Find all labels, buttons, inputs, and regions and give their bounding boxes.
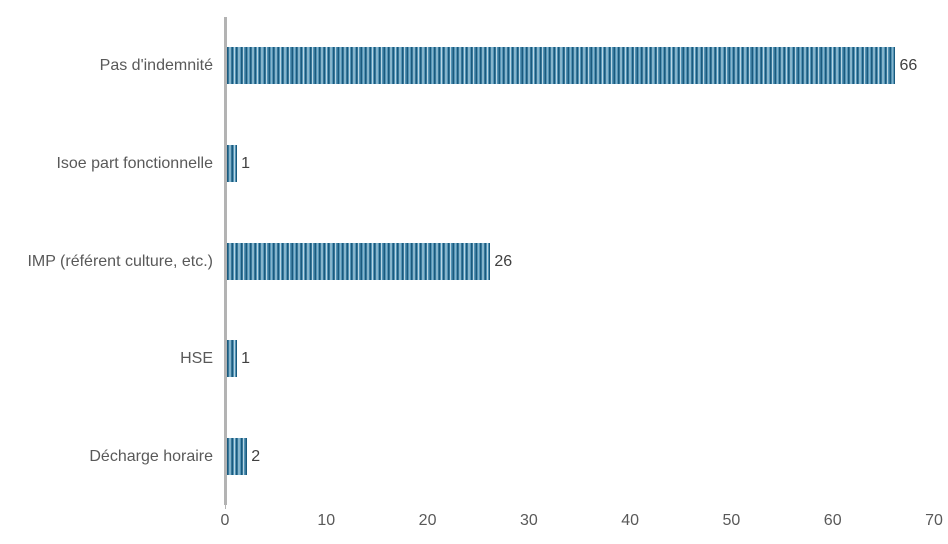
bar	[227, 144, 238, 182]
category-label: Pas d'indemnité	[99, 57, 213, 75]
bar-row: Décharge horaire 2	[0, 437, 948, 475]
category-label: IMP (référent culture, etc.)	[27, 252, 213, 270]
category-label: Isoe part fonctionnelle	[56, 154, 213, 172]
value-label: 66	[899, 57, 918, 75]
value-label: 2	[251, 447, 261, 465]
x-tick-label: 10	[317, 512, 336, 529]
bar-row: Pas d'indemnité 66	[0, 47, 948, 85]
x-tick-label: 30	[519, 512, 538, 529]
x-tick-label: 20	[418, 512, 437, 529]
x-tick-label: 70	[925, 512, 943, 529]
bar-row: Isoe part fonctionnelle 1	[0, 144, 948, 182]
bar	[227, 47, 896, 85]
category-label: HSE	[180, 350, 213, 368]
value-label: 26	[494, 252, 513, 270]
bar-row: HSE 1	[0, 340, 948, 378]
category-label: Décharge horaire	[89, 447, 213, 465]
x-tick-label: 0	[220, 512, 230, 529]
value-label: 1	[241, 154, 251, 172]
x-tick-label: 60	[823, 512, 842, 529]
x-axis-zero-tick	[225, 505, 226, 509]
x-tick-label: 50	[722, 512, 741, 529]
bar-row: IMP (référent culture, etc.) 26	[0, 242, 948, 280]
bar	[227, 437, 248, 475]
y-axis-line	[224, 17, 227, 505]
bar	[227, 340, 238, 378]
x-tick-label: 40	[621, 512, 640, 529]
bar	[227, 242, 491, 280]
value-label: 1	[241, 350, 251, 368]
